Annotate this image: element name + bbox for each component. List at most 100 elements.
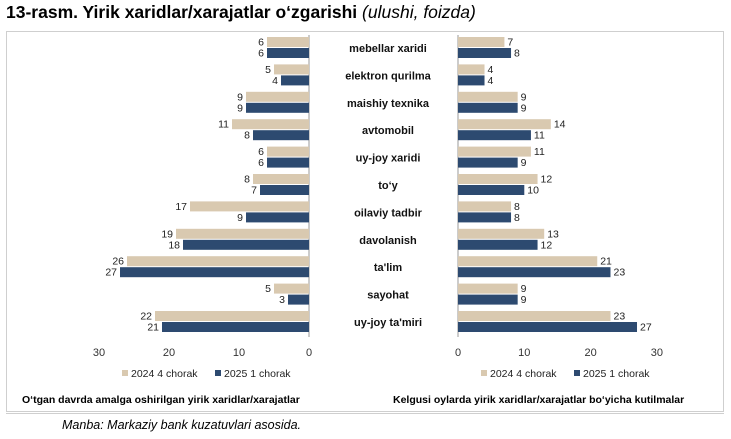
right-data-label: 9 xyxy=(521,157,527,169)
right-data-label: 13 xyxy=(547,228,559,240)
left-bar-series1 xyxy=(274,283,309,294)
right-bar-series1 xyxy=(458,283,518,294)
right-data-label: 23 xyxy=(613,311,625,323)
right-data-label: 27 xyxy=(640,322,652,334)
right-data-label: 11 xyxy=(534,130,545,142)
right-data-label: 10 xyxy=(527,185,539,197)
right-legend-label: 2025 1 chorak xyxy=(583,368,650,380)
right-data-label: 4 xyxy=(488,75,494,87)
right-bar-series2 xyxy=(458,322,638,332)
category-label: avtomobil xyxy=(362,125,414,137)
right-bar-series1 xyxy=(458,64,485,75)
right-legend-swatch xyxy=(481,370,487,376)
right-bar-series1 xyxy=(458,146,531,157)
right-legend-label: 2024 4 chorak xyxy=(490,368,557,380)
left-data-label: 6 xyxy=(258,146,264,158)
source-note: Manba: Markaziy bank kuzatuvlari asosida… xyxy=(62,418,302,432)
left-data-label: 18 xyxy=(168,239,180,251)
left-bar-series2 xyxy=(162,322,309,332)
right-data-label: 9 xyxy=(521,91,527,103)
figure-title-sub: (ulushi, foizda) xyxy=(362,2,476,22)
right-bar-series2 xyxy=(458,239,538,250)
right-legend-swatch xyxy=(574,370,580,376)
left-bar-series2 xyxy=(260,185,309,195)
right-data-label: 9 xyxy=(521,102,527,114)
left-bar-series2 xyxy=(281,75,309,86)
left-chart-caption: O‘tgan davrda amalga oshirilgan yirik xa… xyxy=(22,394,300,406)
right-tick-label: 30 xyxy=(651,347,663,359)
left-data-label: 6 xyxy=(258,48,264,60)
right-data-label: 12 xyxy=(541,239,553,251)
right-bar-series1 xyxy=(458,37,505,47)
category-label: mebellar xaridi xyxy=(349,43,427,55)
left-tick-label: 10 xyxy=(233,347,245,359)
left-data-label: 19 xyxy=(161,228,173,240)
right-bar-series1 xyxy=(458,91,518,102)
right-bar-series1 xyxy=(458,201,512,212)
left-bar-series2 xyxy=(288,294,309,305)
right-bar-series1 xyxy=(458,228,545,239)
left-data-label: 6 xyxy=(258,37,264,49)
category-label: elektron qurilma xyxy=(345,70,431,82)
left-data-label: 27 xyxy=(105,267,117,279)
category-label: oilaviy tadbir xyxy=(354,207,423,219)
left-data-label: 3 xyxy=(279,294,285,306)
right-data-label: 23 xyxy=(613,267,625,279)
left-data-label: 26 xyxy=(112,256,124,268)
right-data-label: 21 xyxy=(600,256,612,268)
right-data-label: 12 xyxy=(541,174,553,186)
left-bar-series1 xyxy=(274,64,309,75)
left-tick-label: 30 xyxy=(93,347,105,359)
right-data-label: 9 xyxy=(521,294,527,306)
figure-title: 13-rasm. Yirik xaridlar/xarajatlar o‘zga… xyxy=(6,2,476,23)
left-bar-series1 xyxy=(267,37,309,47)
left-bar-series1 xyxy=(253,174,309,184)
left-bar-series2 xyxy=(120,267,309,278)
right-tick-label: 20 xyxy=(584,347,596,359)
right-chart-caption: Kelgusi oylarda yirik xaridlar/xarajatla… xyxy=(393,394,685,406)
right-data-label: 11 xyxy=(534,146,545,158)
category-label: uy-joy xaridi xyxy=(356,153,421,165)
left-data-label: 7 xyxy=(251,185,257,197)
right-bar-series2 xyxy=(458,157,518,168)
category-label: maishiy texnika xyxy=(347,98,430,110)
left-data-label: 22 xyxy=(140,311,152,323)
left-bar-series2 xyxy=(246,102,309,113)
left-data-label: 5 xyxy=(265,64,271,76)
left-legend-label: 2025 1 chorak xyxy=(224,368,291,380)
right-bar-series2 xyxy=(458,212,512,223)
right-data-label: 8 xyxy=(514,48,520,60)
right-tick-label: 10 xyxy=(518,347,530,359)
left-tick-label: 0 xyxy=(306,347,312,359)
right-tick-label: 0 xyxy=(455,347,461,359)
right-data-label: 8 xyxy=(514,212,520,224)
category-label: to‘y xyxy=(378,180,398,192)
left-legend-swatch xyxy=(122,370,128,376)
left-tick-label: 20 xyxy=(163,347,175,359)
category-label: ta'lim xyxy=(374,262,403,274)
category-label: uy-joy ta'miri xyxy=(354,317,422,329)
left-data-label: 9 xyxy=(237,91,243,103)
left-data-label: 4 xyxy=(272,75,278,87)
left-data-label: 8 xyxy=(244,130,250,142)
figure-title-main: 13-rasm. Yirik xaridlar/xarajatlar o‘zga… xyxy=(6,2,358,22)
left-bar-series1 xyxy=(267,146,309,157)
right-bar-series1 xyxy=(458,311,611,321)
left-data-label: 9 xyxy=(237,102,243,114)
left-bar-series2 xyxy=(183,239,309,250)
right-bar-series1 xyxy=(458,119,551,130)
left-bar-series2 xyxy=(246,212,309,223)
right-bar-series1 xyxy=(458,174,538,184)
right-bar-series2 xyxy=(458,185,525,195)
right-bar-series2 xyxy=(458,75,485,86)
right-bar-series2 xyxy=(458,130,531,141)
right-data-label: 9 xyxy=(521,283,527,295)
right-bar-series1 xyxy=(458,256,598,267)
left-data-label: 6 xyxy=(258,157,264,169)
category-label: sayohat xyxy=(367,290,409,302)
right-bar-series2 xyxy=(458,267,611,278)
left-bar-series2 xyxy=(267,157,309,168)
right-data-label: 14 xyxy=(554,119,566,131)
right-bar-series2 xyxy=(458,48,512,58)
